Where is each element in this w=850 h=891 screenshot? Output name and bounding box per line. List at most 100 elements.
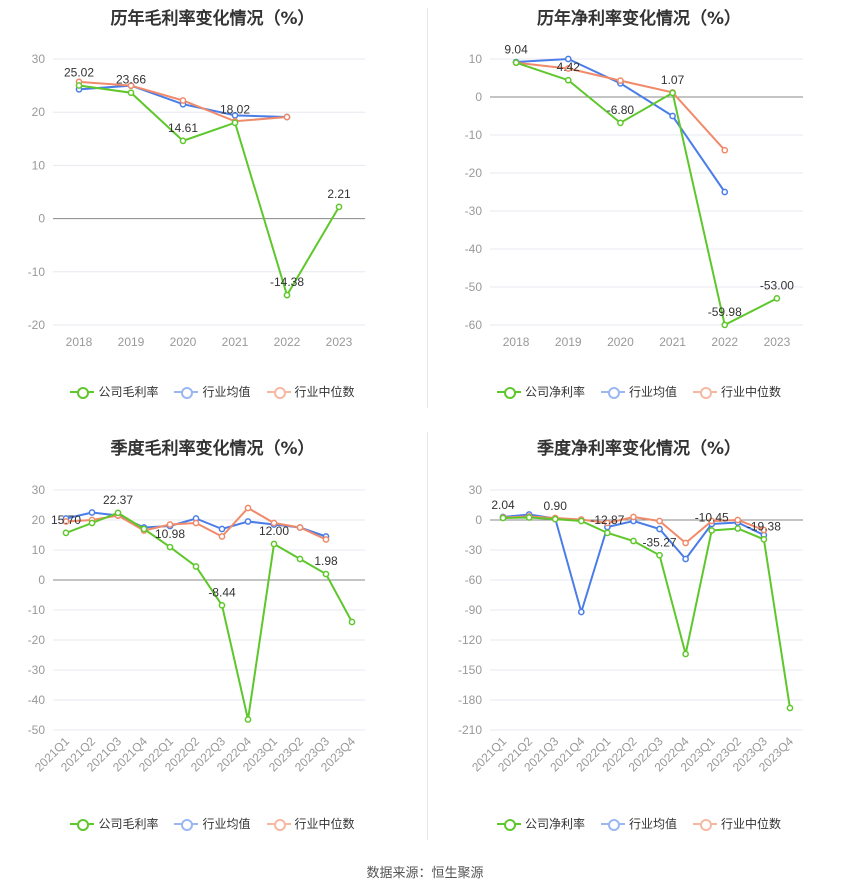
legend-marker-icon — [693, 386, 717, 399]
data-label: 12.00 — [259, 524, 289, 538]
legend-item-company[interactable]: 公司净利率 — [496, 815, 585, 832]
data-point-median — [244, 504, 252, 512]
data-label: -59.98 — [708, 305, 742, 319]
data-point-company — [166, 543, 174, 551]
data-label: 23.66 — [116, 73, 146, 87]
data-label: 4.42 — [557, 60, 581, 74]
data-point-median — [630, 513, 637, 521]
series-line-company — [515, 61, 778, 327]
legend-label: 行业均值 — [628, 385, 677, 399]
legend-marker-icon — [174, 386, 199, 399]
x-tick-label: 2022 — [274, 335, 301, 349]
vertical-divider — [427, 8, 428, 408]
chart-plot: -60 -50 -40 -30 -20 -10 0 10 2018 2019 2020 2021 202… — [465, 43, 803, 349]
data-label: -19.38 — [747, 519, 781, 533]
y-tick-label: 30 — [32, 483, 46, 497]
y-tick-label: -10 — [465, 128, 483, 142]
data-point-median — [283, 113, 291, 121]
legend-item-company[interactable]: 公司毛利率 — [70, 383, 158, 400]
data-point-company — [669, 89, 676, 97]
legend-item-median[interactable]: 行业中位数 — [693, 383, 781, 400]
data-point-company — [62, 529, 70, 537]
data-point-median — [617, 77, 624, 85]
legend-label: 公司毛利率 — [98, 817, 159, 831]
legend-marker-icon — [600, 818, 625, 831]
legend-label: 行业均值 — [202, 385, 251, 399]
y-tick-label: -210 — [458, 723, 482, 737]
data-point-company — [231, 119, 239, 127]
legend-item-average[interactable]: 行业均值 — [600, 815, 677, 832]
chart-legend[interactable]: 公司净利率 行业均值 行业中位数 — [428, 815, 850, 832]
data-point-company — [192, 563, 200, 570]
data-label: 1.98 — [314, 554, 338, 568]
data-point-company — [88, 519, 96, 527]
legend-marker-icon — [600, 386, 625, 399]
x-tick-label: 2020 — [607, 335, 634, 349]
data-label: 2.04 — [491, 498, 515, 512]
data-point-company — [283, 291, 291, 299]
y-tick-label: 10 — [32, 158, 46, 172]
legend-label: 行业中位数 — [294, 385, 355, 399]
legend-label: 公司净利率 — [524, 817, 585, 831]
data-point-company — [525, 514, 533, 521]
data-point-avg — [656, 525, 663, 533]
data-point-company — [721, 321, 729, 329]
y-tick-label: -40 — [28, 693, 46, 707]
legend-item-average[interactable]: 行业均值 — [174, 383, 251, 400]
y-tick-label: 30 — [32, 52, 46, 66]
x-tick-label: 2023 — [326, 335, 353, 349]
legend-marker-icon — [266, 818, 291, 831]
chart-title: 季度毛利率变化情况（%） — [110, 439, 315, 459]
data-point-company — [296, 555, 304, 563]
data-point-median — [62, 518, 70, 525]
legend-marker-icon — [266, 386, 291, 399]
y-tick-label: 30 — [469, 483, 483, 497]
x-tick-label: 2019 — [118, 335, 145, 349]
data-point-company — [218, 601, 226, 609]
data-point-median — [179, 97, 187, 104]
vertical-divider — [427, 432, 428, 840]
x-tick-label: 2021 — [222, 335, 249, 349]
data-point-company — [512, 59, 520, 66]
data-point-avg — [88, 509, 96, 516]
data-point-median — [656, 517, 663, 525]
y-tick-label: 0 — [38, 573, 45, 587]
y-tick-label: -20 — [465, 166, 483, 180]
data-point-company — [656, 551, 663, 559]
data-point-median — [218, 533, 226, 540]
data-point-median — [192, 519, 200, 527]
y-tick-label: -40 — [465, 242, 483, 256]
chart-legend[interactable]: 公司净利率 行业均值 行业中位数 — [428, 383, 850, 400]
data-point-median — [734, 516, 742, 524]
data-point-company — [75, 82, 83, 89]
data-point-company — [499, 514, 507, 522]
series-line-company — [65, 511, 353, 720]
data-label: 22.37 — [103, 493, 133, 507]
legend-item-company[interactable]: 公司净利率 — [496, 383, 585, 400]
data-point-median — [322, 536, 330, 543]
data-label: 25.02 — [64, 65, 94, 79]
data-point-median — [682, 539, 689, 547]
legend-item-median[interactable]: 行业中位数 — [266, 815, 355, 832]
y-tick-label: 0 — [475, 90, 482, 104]
chart-legend[interactable]: 公司毛利率 行业均值 行业中位数 — [0, 815, 425, 832]
data-label: 18.02 — [220, 103, 250, 117]
legend-item-average[interactable]: 行业均值 — [174, 815, 251, 832]
y-tick-label: -20 — [28, 633, 46, 647]
data-point-company — [682, 650, 689, 658]
y-tick-label: -90 — [465, 603, 483, 617]
y-tick-label: -30 — [465, 204, 483, 218]
chart-legend[interactable]: 公司毛利率 行业均值 行业中位数 — [0, 383, 425, 400]
legend-item-median[interactable]: 行业中位数 — [266, 383, 355, 400]
legend-label: 行业均值 — [202, 817, 251, 831]
chart-title: 季度净利率变化情况（%） — [536, 439, 742, 459]
x-tick-label: 2023 — [764, 335, 791, 349]
data-label: -35.27 — [643, 535, 677, 549]
data-point-company — [114, 509, 122, 517]
legend-item-company[interactable]: 公司毛利率 — [70, 815, 158, 832]
data-point-company — [179, 137, 187, 145]
legend-item-median[interactable]: 行业中位数 — [693, 815, 781, 832]
legend-item-average[interactable]: 行业均值 — [600, 383, 677, 400]
data-point-avg — [244, 518, 252, 525]
data-point-company — [127, 89, 135, 97]
